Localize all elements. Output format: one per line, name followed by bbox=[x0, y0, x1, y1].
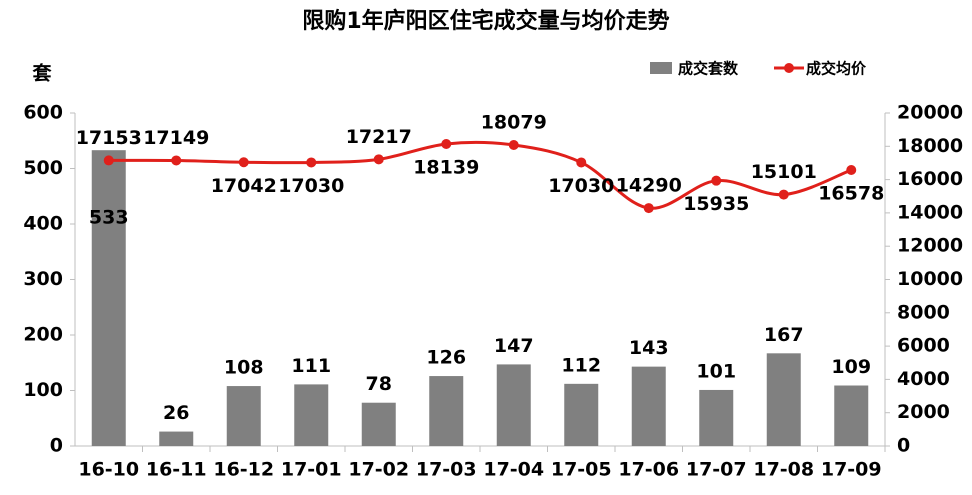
line-value-label: 17153 bbox=[76, 127, 142, 149]
y-tick-label: 300 bbox=[23, 268, 63, 290]
bar-value-label: 109 bbox=[831, 356, 871, 378]
line-value-label: 17042 bbox=[211, 175, 277, 197]
line-value-label: 14290 bbox=[616, 175, 682, 197]
bar-value-label: 78 bbox=[366, 373, 392, 395]
bar bbox=[294, 384, 329, 446]
y2-tick-label: 14000 bbox=[897, 201, 963, 223]
x-tick-label: 17-03 bbox=[416, 459, 477, 481]
line-marker bbox=[441, 138, 452, 149]
y2-tick-label: 2000 bbox=[897, 401, 950, 423]
y-tick-label: 500 bbox=[23, 157, 63, 179]
x-tick-label: 17-04 bbox=[483, 459, 544, 481]
bar bbox=[834, 385, 869, 446]
line-value-label: 18139 bbox=[413, 156, 479, 178]
line-value-label: 17030 bbox=[548, 175, 614, 197]
x-tick-label: 16-12 bbox=[213, 459, 274, 481]
y2-tick-label: 12000 bbox=[897, 235, 963, 257]
line-marker bbox=[171, 155, 182, 166]
x-tick-label: 17-02 bbox=[348, 459, 409, 481]
bar-value-label: 108 bbox=[224, 357, 264, 379]
legend-label: 成交套数 bbox=[678, 60, 739, 78]
x-tick-label: 16-11 bbox=[146, 459, 207, 481]
y2-tick-label: 4000 bbox=[897, 368, 950, 390]
y2-tick-label: 8000 bbox=[897, 301, 950, 323]
bar bbox=[429, 376, 464, 446]
bar-value-label: 143 bbox=[629, 337, 669, 359]
bar bbox=[361, 402, 396, 446]
y-tick-label: 200 bbox=[23, 324, 63, 346]
x-tick-label: 17-09 bbox=[821, 459, 882, 481]
bar bbox=[91, 150, 126, 446]
line-value-label: 17217 bbox=[346, 126, 412, 148]
y2-tick-label: 0 bbox=[897, 435, 910, 457]
line-value-label: 17149 bbox=[143, 127, 209, 149]
x-tick-label: 17-05 bbox=[551, 459, 612, 481]
line-marker bbox=[576, 157, 587, 168]
bar bbox=[226, 386, 261, 446]
bar bbox=[159, 431, 194, 446]
line-value-label: 15101 bbox=[751, 161, 817, 183]
bar-value-label: 111 bbox=[291, 355, 331, 377]
line-value-label: 16578 bbox=[818, 182, 884, 204]
line-value-label: 18079 bbox=[481, 111, 547, 133]
bar-value-label: 126 bbox=[426, 347, 466, 369]
legend-swatch bbox=[784, 63, 794, 73]
bar bbox=[631, 366, 666, 446]
y-axis-label: 套 bbox=[31, 62, 52, 85]
line-marker bbox=[846, 164, 857, 175]
y-tick-label: 100 bbox=[23, 379, 63, 401]
bar bbox=[564, 383, 599, 446]
line-marker bbox=[373, 154, 384, 165]
x-tick-label: 17-08 bbox=[753, 459, 814, 481]
y2-tick-label: 20000 bbox=[897, 102, 963, 124]
y-tick-label: 0 bbox=[50, 435, 63, 457]
bar bbox=[699, 389, 734, 446]
bar-value-label: 147 bbox=[494, 335, 534, 357]
y-tick-label: 600 bbox=[23, 102, 63, 124]
legend-label: 成交均价 bbox=[806, 60, 867, 78]
x-tick-label: 17-06 bbox=[618, 459, 679, 481]
line-marker bbox=[643, 203, 654, 214]
line-marker bbox=[238, 157, 249, 168]
bar-value-label: 533 bbox=[89, 207, 129, 229]
x-tick-label: 17-07 bbox=[686, 459, 747, 481]
y2-tick-label: 6000 bbox=[897, 335, 950, 357]
chart-title: 限购1年庐阳区住宅成交量与均价走势 bbox=[302, 8, 669, 34]
line-marker bbox=[508, 139, 519, 150]
y2-tick-label: 10000 bbox=[897, 268, 963, 290]
bar-value-label: 101 bbox=[696, 360, 736, 382]
line-value-label: 17030 bbox=[278, 175, 344, 197]
line-value-label: 15935 bbox=[683, 193, 749, 215]
bar-value-label: 112 bbox=[561, 354, 601, 376]
bar-value-label: 167 bbox=[764, 324, 804, 346]
bar-value-label: 26 bbox=[163, 402, 189, 424]
line-marker bbox=[778, 189, 789, 200]
legend-swatch bbox=[650, 62, 672, 74]
line-marker bbox=[306, 157, 317, 168]
bar bbox=[496, 364, 531, 446]
y2-tick-label: 16000 bbox=[897, 168, 963, 190]
x-tick-label: 17-01 bbox=[281, 459, 342, 481]
line-marker bbox=[103, 155, 114, 166]
y-tick-label: 400 bbox=[23, 213, 63, 235]
x-tick-label: 16-10 bbox=[78, 459, 139, 481]
y2-tick-label: 18000 bbox=[897, 135, 963, 157]
line-marker bbox=[711, 175, 722, 186]
bar bbox=[766, 353, 801, 446]
